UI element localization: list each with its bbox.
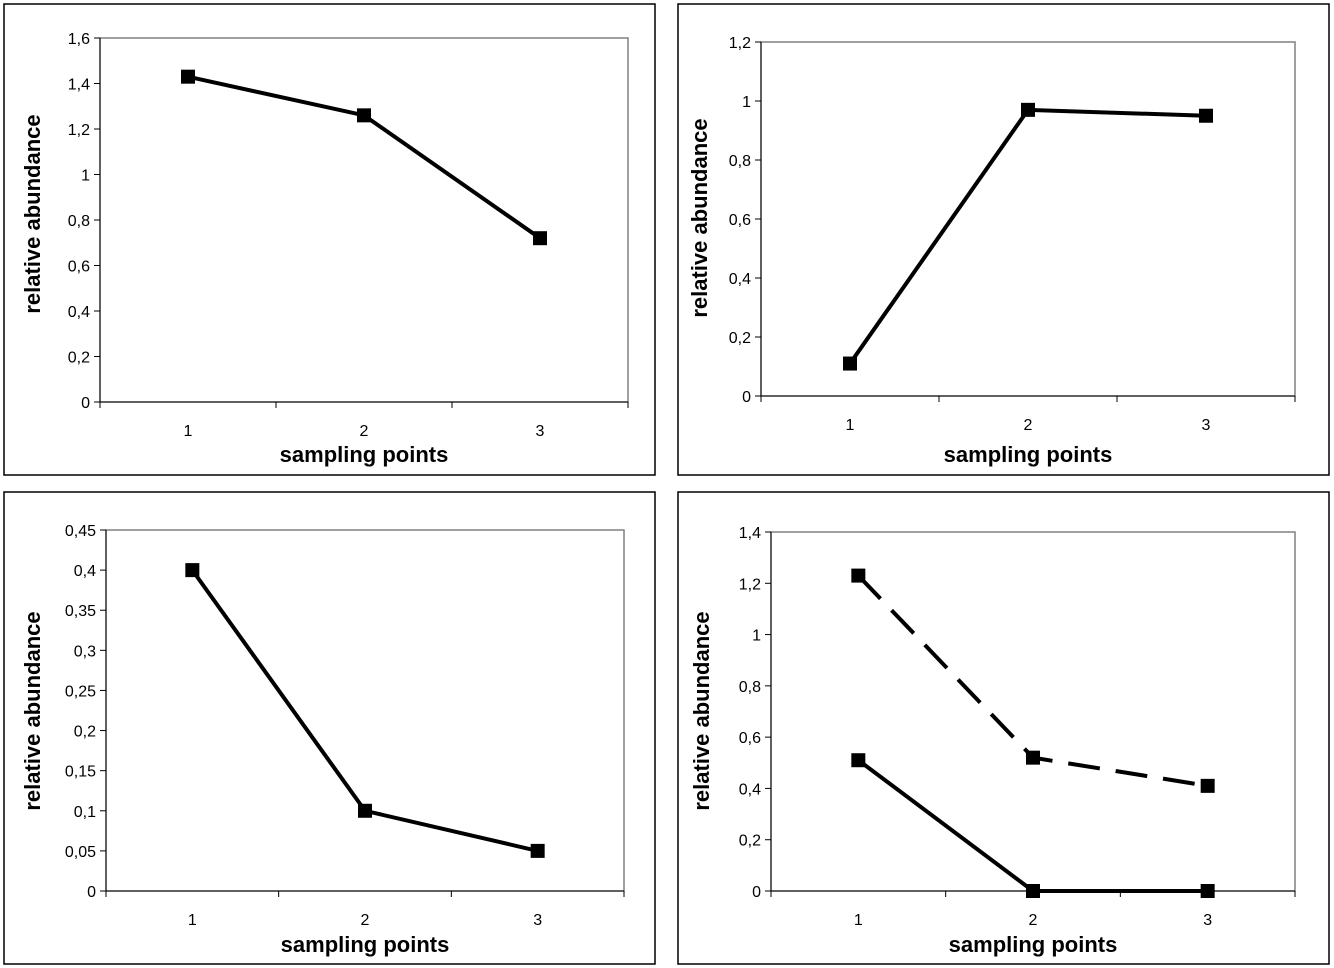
y-tick-label: 0,8 <box>68 213 90 230</box>
x-tick-label: 1 <box>854 912 863 929</box>
y-tick-label: 0 <box>742 389 751 406</box>
y-tick-label: 0 <box>752 884 761 901</box>
y-tick-label: 0,4 <box>729 271 751 288</box>
y-tick-label: 0,4 <box>739 781 761 798</box>
y-tick-label: 1,4 <box>739 525 761 542</box>
y-tick-label: 0 <box>87 884 96 901</box>
x-tick-label: 3 <box>533 912 542 929</box>
chart-panel-bottom-right: 0 0,2 0,4 0,6 0,8 1 1,2 1,4 1 2 3 sampling points… <box>678 492 1329 964</box>
data-point-marker <box>185 563 199 577</box>
x-tick-label: 3 <box>536 423 545 440</box>
data-point-marker <box>531 844 545 858</box>
data-point-marker <box>1021 103 1035 117</box>
x-axis-title: sampling points <box>281 932 450 957</box>
data-point-marker <box>1201 779 1215 793</box>
y-tick-label: 0,2 <box>68 350 90 367</box>
y-tick-label: 0,6 <box>729 212 751 229</box>
x-tick-label: 3 <box>1203 912 1212 929</box>
data-point-marker <box>851 753 865 767</box>
data-point-marker <box>181 70 195 84</box>
data-point-marker <box>533 231 547 245</box>
data-point-marker <box>851 569 865 583</box>
y-tick-label: 0,2 <box>739 833 761 850</box>
x-axis-title: sampling points <box>944 442 1113 467</box>
y-tick-label: 0,2 <box>729 330 751 347</box>
y-tick-label: 0,8 <box>729 153 751 170</box>
x-tick-label: 2 <box>1029 912 1038 929</box>
y-tick-label: 0,4 <box>74 563 96 580</box>
y-tick-label: 0,6 <box>739 730 761 747</box>
y-tick-label: 0,8 <box>739 679 761 696</box>
chart-panel-top-left: 0 0,2 0,4 0,6 0,8 1 1,2 1,4 1,6 1 2 3 sampling poi… <box>4 4 655 475</box>
y-tick-label: 1,2 <box>729 35 751 52</box>
y-tick-label: 0,05 <box>65 844 96 861</box>
x-tick-label: 3 <box>1202 417 1211 434</box>
x-tick-label: 2 <box>1024 417 1033 434</box>
y-tick-label: 1,2 <box>68 122 90 139</box>
x-tick-label: 1 <box>184 423 193 440</box>
x-axis-title: sampling points <box>280 442 449 467</box>
y-tick-label: 0,1 <box>74 804 96 821</box>
plot-area <box>100 38 628 402</box>
data-point-marker <box>1026 884 1040 898</box>
x-tick-label: 1 <box>846 417 855 434</box>
y-axis-title: relative abundance <box>20 611 45 810</box>
data-point-marker <box>358 804 372 818</box>
y-axis-title: relative abundance <box>20 114 45 313</box>
y-tick-label: 1 <box>752 628 761 645</box>
y-tick-label: 0,6 <box>68 259 90 276</box>
x-tick-label: 2 <box>361 912 370 929</box>
y-tick-label: 0,2 <box>74 724 96 741</box>
data-point-marker <box>843 357 857 371</box>
y-tick-label: 0,3 <box>74 643 96 660</box>
y-tick-label: 0,4 <box>68 304 90 321</box>
plot-area <box>771 532 1295 891</box>
data-point-marker <box>1201 884 1215 898</box>
plot-area <box>106 530 624 891</box>
data-point-marker <box>1199 109 1213 123</box>
chart-panel-top-right: 0 0,2 0,4 0,6 0,8 1 1,2 1 2 3 sampling points re… <box>678 4 1329 475</box>
y-tick-label: 0,15 <box>65 764 96 781</box>
y-axis-title: relative abundance <box>687 118 712 317</box>
y-tick-label: 1 <box>81 168 90 185</box>
y-tick-label: 1,2 <box>739 576 761 593</box>
y-tick-label: 0,25 <box>65 683 96 700</box>
y-tick-label: 0,45 <box>65 523 96 540</box>
y-tick-label: 1,6 <box>68 31 90 48</box>
data-point-marker <box>1026 751 1040 765</box>
y-tick-label: 0,35 <box>65 603 96 620</box>
x-axis-title: sampling points <box>949 932 1118 957</box>
chart-panel-bottom-left: 0 0,05 0,1 0,15 0,2 0,25 0,3 0,35 0,4 0,45 1 2 3 sa… <box>4 492 655 964</box>
plot-area <box>761 42 1295 396</box>
y-tick-label: 0 <box>81 395 90 412</box>
y-tick-label: 1 <box>742 94 751 111</box>
y-tick-label: 1,4 <box>68 77 90 94</box>
data-point-marker <box>357 108 371 122</box>
x-tick-label: 1 <box>188 912 197 929</box>
y-axis-title: relative abundance <box>689 611 714 810</box>
x-tick-label: 2 <box>360 423 369 440</box>
